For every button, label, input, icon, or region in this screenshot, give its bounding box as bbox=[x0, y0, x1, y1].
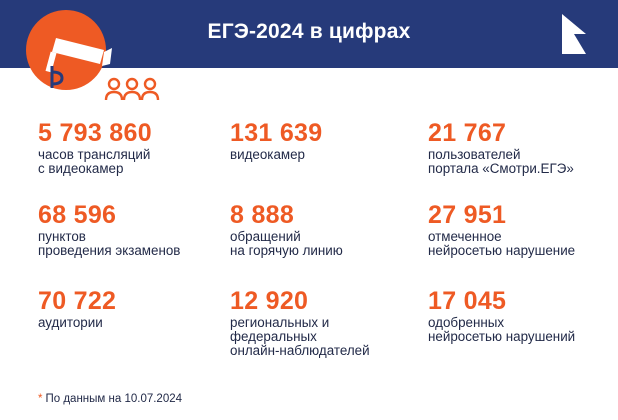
stat-value: 17 045 bbox=[428, 287, 507, 315]
footnote-text: По данным на 10.07.2024 bbox=[45, 393, 183, 405]
stat-cameras: 131 639 видеокамер bbox=[230, 120, 420, 162]
stat-desc: пользователей портала «Смотри.ЕГЭ» bbox=[428, 147, 574, 176]
rostelecom-logo-icon bbox=[562, 14, 586, 54]
stat-portal-users: 21 767 пользователей портала «Смотри.ЕГЭ… bbox=[428, 120, 618, 176]
stat-desc: аудитории bbox=[38, 315, 103, 330]
stat-value: 131 639 bbox=[230, 119, 323, 147]
stat-value: 70 722 bbox=[38, 287, 117, 315]
camera-and-people-icon bbox=[26, 10, 160, 101]
stat-ai-flagged: 27 951 отмеченное нейросетью нарушение bbox=[428, 202, 618, 258]
stat-desc: одобренных нейросетью нарушений bbox=[428, 315, 576, 344]
stat-value: 68 596 bbox=[38, 201, 117, 229]
stat-desc: региональных и федеральных онлайн-наблюд… bbox=[230, 315, 370, 358]
stat-camera-hours: 5 793 860 часов трансляций с видеокамер bbox=[38, 120, 228, 176]
stat-exam-points: 68 596 пунктов проведения экзаменов bbox=[38, 202, 228, 258]
footnote-asterisk: * bbox=[38, 393, 43, 405]
stat-desc: видеокамер bbox=[230, 147, 306, 162]
stat-desc: часов трансляций с видеокамер bbox=[38, 147, 151, 176]
stat-observers: 12 920 региональных и федеральных онлайн… bbox=[230, 288, 420, 358]
stat-desc: пунктов проведения экзаменов bbox=[38, 229, 181, 258]
stat-value: 21 767 bbox=[428, 119, 507, 147]
stat-hotline-calls: 8 888 обращений на горячую линию bbox=[230, 202, 420, 258]
footnote: * По данным на 10.07.2024 bbox=[38, 393, 182, 405]
stat-value: 12 920 bbox=[230, 287, 309, 315]
stat-value: 27 951 bbox=[428, 201, 507, 229]
stat-classrooms: 70 722 аудитории bbox=[38, 288, 228, 330]
stat-desc: отмеченное нейросетью нарушение bbox=[428, 229, 576, 258]
page-title: ЕГЭ-2024 в цифрах bbox=[207, 20, 411, 43]
stat-value: 8 888 bbox=[230, 201, 295, 229]
stat-desc: обращений на горячую линию bbox=[230, 229, 343, 258]
stat-value: 5 793 860 bbox=[38, 119, 152, 147]
stat-ai-approved: 17 045 одобренных нейросетью нарушений bbox=[428, 288, 618, 344]
